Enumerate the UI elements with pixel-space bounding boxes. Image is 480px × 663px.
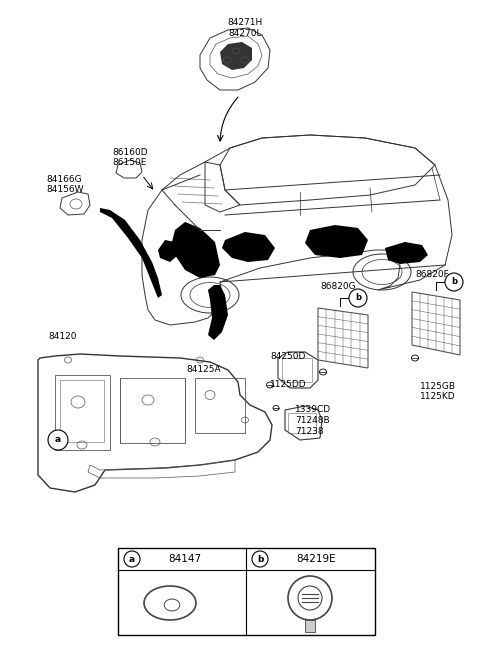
- Bar: [55, 375, 110, 450]
- Text: 84156W: 84156W: [46, 185, 84, 194]
- Text: 84166G: 84166G: [46, 175, 82, 184]
- Text: 86820F: 86820F: [415, 270, 449, 279]
- Text: b: b: [355, 294, 361, 302]
- Bar: [282, 358, 312, 382]
- Text: 86820G: 86820G: [320, 282, 356, 291]
- Text: 86150E: 86150E: [112, 158, 146, 167]
- Text: 84270L: 84270L: [228, 29, 262, 38]
- Circle shape: [349, 289, 367, 307]
- Polygon shape: [158, 240, 178, 262]
- Text: 1339CD: 1339CD: [295, 405, 331, 414]
- Text: 84147: 84147: [168, 554, 201, 564]
- Polygon shape: [305, 225, 368, 258]
- Text: b: b: [451, 278, 457, 286]
- Text: 86160D: 86160D: [112, 148, 148, 157]
- Polygon shape: [100, 208, 162, 298]
- Text: b: b: [257, 554, 263, 564]
- Circle shape: [445, 273, 463, 291]
- Text: 1125KD: 1125KD: [420, 392, 456, 401]
- Polygon shape: [172, 222, 220, 278]
- Polygon shape: [208, 285, 228, 340]
- Circle shape: [48, 430, 68, 450]
- Text: 84271H: 84271H: [228, 18, 263, 27]
- Bar: [120, 378, 185, 443]
- Bar: [288, 413, 316, 433]
- Polygon shape: [385, 242, 428, 264]
- Circle shape: [124, 551, 140, 567]
- Text: a: a: [55, 436, 61, 444]
- Bar: [118, 548, 375, 635]
- Text: 1125GB: 1125GB: [420, 382, 456, 391]
- Bar: [305, 620, 315, 632]
- Text: 84219E: 84219E: [296, 554, 336, 564]
- Text: 84250D: 84250D: [270, 352, 305, 361]
- Polygon shape: [222, 232, 275, 262]
- Text: a: a: [129, 554, 135, 564]
- Text: 84125A: 84125A: [186, 365, 221, 374]
- Text: 1125DD: 1125DD: [270, 380, 307, 389]
- Text: 71248B: 71248B: [295, 416, 330, 425]
- Text: 84120: 84120: [48, 332, 76, 341]
- Bar: [60, 380, 104, 442]
- Polygon shape: [220, 42, 252, 70]
- Text: 71238: 71238: [295, 427, 324, 436]
- Circle shape: [252, 551, 268, 567]
- Bar: [195, 378, 245, 433]
